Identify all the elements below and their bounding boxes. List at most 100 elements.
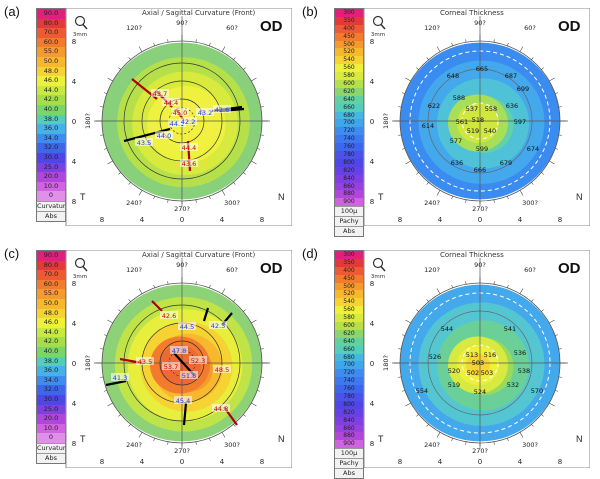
zoom-label: 3mm — [371, 274, 385, 280]
angle-label: 270? — [472, 447, 488, 455]
map-value: 513 — [466, 351, 478, 359]
y-tick-label: 4 — [370, 78, 375, 86]
x-tick-label: 8 — [558, 216, 562, 224]
degree-tick — [465, 39, 467, 43]
scale-step: 25.0 — [37, 162, 65, 173]
degree-tick — [541, 67, 544, 70]
magnifier-icon[interactable] — [372, 15, 386, 30]
map-value: 52.3 — [191, 357, 205, 365]
scale-step: 55.0 — [37, 289, 65, 299]
magnifier-icon[interactable] — [372, 257, 386, 272]
map-value: 47.8 — [172, 347, 186, 355]
degree-tick — [251, 77, 257, 82]
degree-tick — [118, 67, 121, 70]
magnifier-icon[interactable] — [74, 15, 88, 30]
angle-label: 60? — [524, 24, 536, 32]
eye-label: OD — [260, 260, 283, 277]
scale-step: 840 — [335, 416, 363, 425]
map-value: 516 — [484, 351, 496, 359]
degree-tick — [398, 106, 402, 108]
map-value: 699 — [517, 85, 529, 93]
scale-step: 300 — [335, 9, 363, 17]
map-value: 666 — [474, 166, 486, 174]
scale-step: 740 — [335, 135, 363, 144]
value-label-bg — [111, 373, 129, 381]
scale-step: 50.0 — [37, 56, 65, 67]
degree-tick — [209, 284, 211, 288]
degree-tick — [221, 288, 226, 294]
degree-tick — [541, 414, 544, 417]
scale-step: 38.0 — [37, 356, 65, 367]
scale-step: 350 — [335, 16, 363, 25]
degree-tick — [243, 67, 246, 70]
angle-label: 90? — [176, 19, 188, 27]
degree-tick — [558, 376, 562, 378]
map-value: 44.4 — [182, 144, 196, 152]
x-tick-label: 8 — [398, 458, 402, 466]
degree-tick — [107, 319, 113, 324]
degree-tick — [257, 390, 261, 392]
degree-tick — [507, 438, 509, 442]
degree-tick — [251, 402, 257, 407]
eye-label: OD — [558, 260, 581, 277]
map-value: 519 — [467, 127, 479, 135]
degree-tick — [103, 148, 107, 150]
x-tick-label: 4 — [438, 216, 443, 224]
degree-tick — [128, 424, 131, 427]
scale-step: 860 — [335, 182, 363, 191]
degree-tick — [233, 424, 236, 427]
degree-tick — [405, 402, 411, 407]
meridian-marker — [202, 307, 210, 322]
nasal-label: N — [278, 192, 285, 202]
y-tick-label: 8 — [370, 38, 374, 46]
value-label-bg — [189, 356, 207, 364]
degree-tick — [507, 42, 509, 46]
y-tick-label: 4 — [72, 158, 77, 166]
scale-step: 660 — [335, 103, 363, 112]
degree-tick — [451, 284, 453, 288]
value-label-bg — [162, 98, 180, 106]
map-value: 43.5 — [137, 139, 151, 147]
panel-label-b: (b) — [302, 4, 318, 19]
panel-label-c: (c) — [4, 246, 20, 261]
degree-tick — [451, 438, 453, 442]
scale-step: 540 — [335, 56, 363, 65]
scale-step: 42.0 — [37, 337, 65, 347]
scale-step: 720 — [335, 127, 363, 136]
degree-tick — [531, 424, 534, 427]
degree-tick — [465, 199, 467, 203]
angle-label: 180? — [382, 113, 390, 129]
map-value: 536 — [514, 349, 526, 357]
scale-step: 900 — [335, 440, 363, 449]
y-tick-label: 0 — [370, 360, 374, 368]
degree-tick — [436, 46, 441, 52]
scale-step: 10.0 — [37, 181, 65, 192]
map-title: Axial / Sagittal Curvature (Front) — [142, 251, 256, 259]
scale-step: 36.0 — [37, 124, 65, 134]
value-label-bg — [162, 362, 180, 370]
scale-step: 90.0 — [37, 9, 65, 19]
angle-label: 120? — [424, 266, 440, 274]
value-label-bg — [196, 108, 214, 116]
map-value: 570 — [531, 387, 543, 395]
scale-step: 520 — [335, 48, 363, 57]
degree-tick — [416, 309, 419, 312]
scale-step: 48.0 — [37, 66, 65, 77]
map-value: 588 — [453, 94, 465, 102]
scale-step: 520 — [335, 290, 363, 299]
map-value: 636 — [451, 159, 463, 167]
magnifier-icon[interactable] — [74, 257, 88, 272]
map-value: 45.4 — [176, 397, 190, 405]
x-tick-label: 8 — [100, 216, 104, 224]
color-scale: 90.0 80.0 70.0 60.0 55.0 50.0 48.0 46.0 44.0 42.0… — [36, 250, 69, 464]
scale-footer-label: Abs — [335, 468, 363, 478]
degree-tick — [128, 57, 131, 60]
inner-color-zone — [457, 103, 499, 143]
scale-step: 600 — [335, 322, 363, 330]
axial-curvature-panel-post: 90.0 80.0 70.0 60.0 55.0 50.0 48.0 46.0 44.0 42.0… — [36, 250, 292, 468]
scale-step: 700 — [335, 119, 363, 128]
map-value: 519 — [448, 381, 460, 389]
value-label-bg — [136, 357, 154, 365]
degree-tick — [153, 196, 155, 200]
scale-step: 580 — [335, 72, 363, 81]
